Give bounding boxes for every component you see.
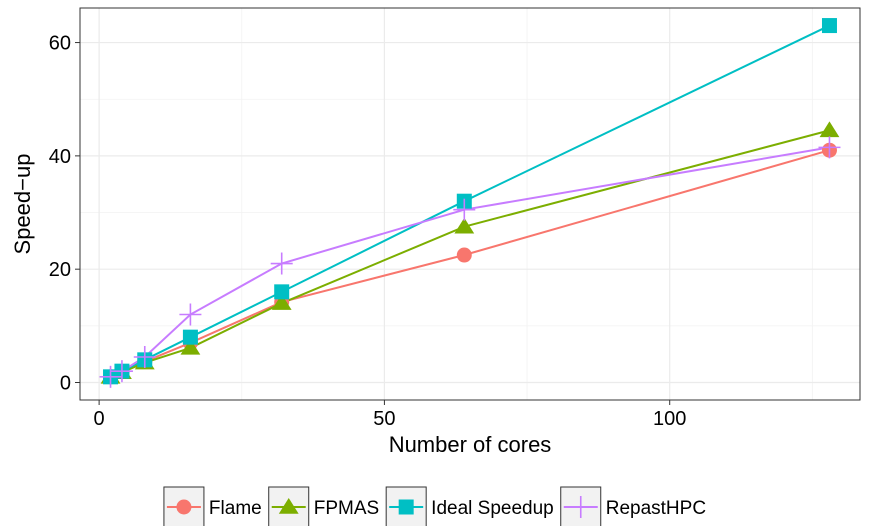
data-point-flame (456, 247, 472, 263)
data-point-fpmas (819, 121, 840, 138)
legend-key-marker-repasthpc (569, 496, 592, 518)
data-point-fpmas (454, 217, 475, 234)
x-tick-label: 0 (94, 408, 105, 430)
data-point-ideal-speedup (274, 284, 290, 300)
data-point-ideal-speedup (821, 18, 837, 34)
legend-key-marker-fpmas (278, 498, 299, 514)
legend-label-repasthpc: RepastHPC (606, 498, 706, 519)
plot-panel-border (79, 7, 861, 401)
minor-gridlines (80, 8, 860, 400)
y-axis: 0 20 40 60 (49, 33, 80, 394)
x-axis: 0 50 100 (94, 400, 686, 430)
data-point-repasthpc (818, 136, 841, 159)
data-point-repasthpc (133, 345, 156, 368)
legend: Flame FPMAS Ideal Speedup RepastHPC (163, 486, 706, 526)
series-layer (99, 18, 841, 388)
data-point-ideal-speedup (182, 329, 198, 345)
legend-label-flame: Flame (209, 498, 262, 519)
data-point-repasthpc (270, 252, 293, 275)
y-axis-title: Speed−up (10, 154, 35, 255)
x-tick-label: 100 (653, 408, 686, 430)
data-point-repasthpc (453, 198, 476, 221)
legend-key-marker-ideal-speedup (398, 499, 414, 515)
legend-label-ideal-speedup: Ideal Speedup (431, 498, 554, 519)
legend-key-marker-flame (176, 499, 192, 515)
x-axis-title: Number of cores (389, 432, 552, 457)
data-point-repasthpc (110, 360, 133, 383)
x-tick-label: 50 (373, 408, 395, 430)
y-tick-label: 0 (60, 372, 71, 394)
data-point-fpmas (271, 294, 292, 310)
data-point-repasthpc (99, 365, 122, 388)
data-point-fpmas (180, 338, 201, 355)
y-tick-label: 60 (49, 33, 71, 55)
y-tick-label: 20 (49, 259, 71, 281)
y-tick-label: 40 (49, 146, 71, 168)
data-point-repasthpc (179, 303, 202, 326)
legend-label-fpmas: FPMAS (314, 498, 379, 519)
